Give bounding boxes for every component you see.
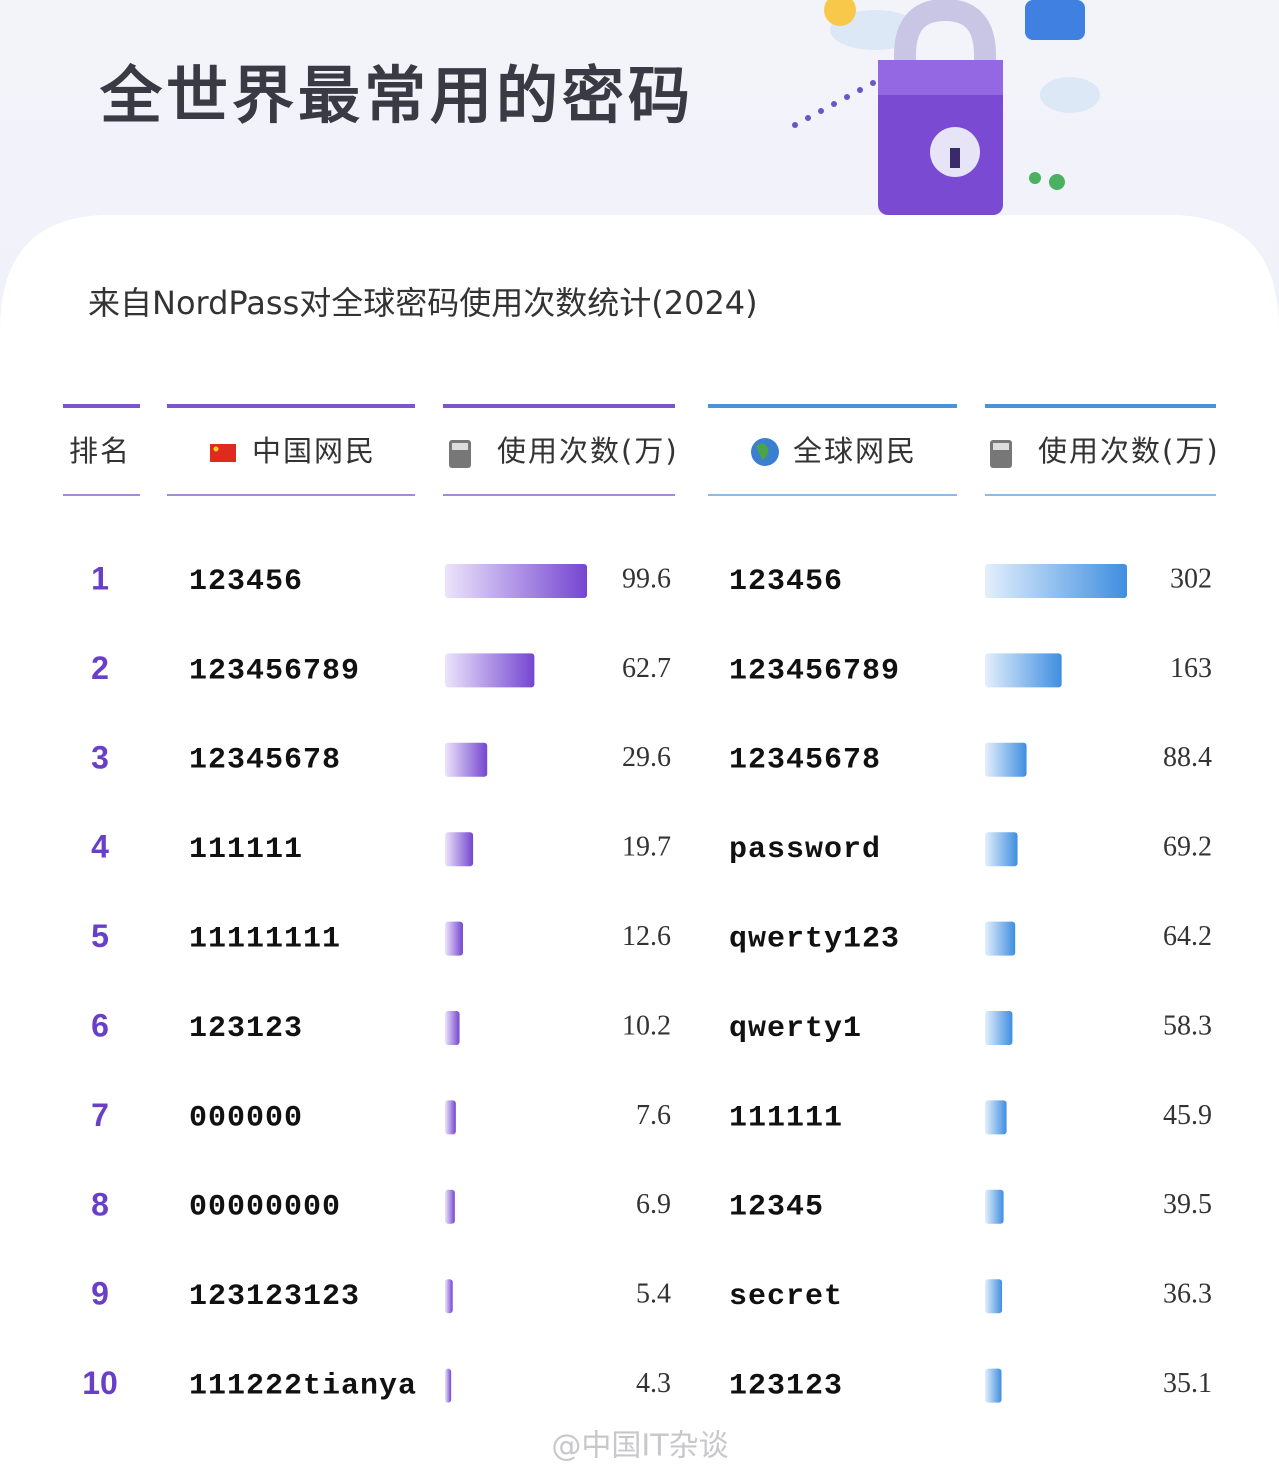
count: 45.9 <box>1163 1100 1212 1131</box>
count: 12.6 <box>622 921 671 952</box>
rank: 4 <box>91 829 109 865</box>
count: 39.5 <box>1163 1189 1212 1220</box>
password: secret <box>729 1280 843 1314</box>
bar <box>985 1368 1002 1403</box>
count: 62.7 <box>622 653 671 684</box>
count: 69.2 <box>1163 832 1212 863</box>
count: 7.6 <box>636 1100 671 1131</box>
count: 99.6 <box>622 563 671 594</box>
count: 29.6 <box>622 742 671 773</box>
count: 5.4 <box>636 1279 671 1310</box>
bar <box>445 1368 452 1403</box>
card <box>0 215 1279 1478</box>
password: password <box>729 833 881 867</box>
rank: 3 <box>91 739 109 775</box>
bar <box>445 653 535 688</box>
bar <box>445 832 474 867</box>
password: qwerty123 <box>729 923 900 957</box>
bar <box>445 1100 456 1135</box>
rank: 6 <box>91 1007 109 1043</box>
bar <box>985 1011 1013 1045</box>
password: 111111 <box>189 833 303 867</box>
column-header: 使用次数(万) <box>497 434 679 468</box>
title: 全世界最常用的密码 <box>99 59 694 132</box>
bar <box>445 921 463 956</box>
count: 10.2 <box>622 1010 671 1041</box>
password: 123123 <box>189 1012 303 1046</box>
rank: 1 <box>91 560 109 596</box>
header-lines <box>63 404 1216 496</box>
column-header: 中国网民 <box>252 434 376 468</box>
count: 58.3 <box>1163 1010 1212 1041</box>
column-header: 全球网民 <box>793 434 917 468</box>
rank: 10 <box>82 1365 118 1401</box>
bar <box>445 1189 455 1224</box>
subtitle: 来自NordPass对全球密码使用次数统计(2024) <box>88 284 758 322</box>
password: 111111 <box>729 1101 843 1135</box>
lock-illustration <box>792 0 1100 215</box>
password: 12345678 <box>729 744 881 778</box>
rank: 9 <box>91 1276 109 1312</box>
bar <box>985 653 1062 688</box>
count: 36.3 <box>1163 1279 1212 1310</box>
password: 123123 <box>729 1370 843 1404</box>
header-icons <box>210 438 1012 468</box>
password: 11111111 <box>189 923 341 957</box>
bar <box>985 1189 1004 1224</box>
column-header: 排名 <box>69 434 131 468</box>
password: 123456 <box>729 565 843 599</box>
count: 4.3 <box>636 1368 671 1399</box>
count: 35.1 <box>1163 1368 1212 1399</box>
password: 00000000 <box>189 1191 341 1225</box>
count: 302 <box>1170 563 1212 594</box>
count: 163 <box>1170 653 1212 684</box>
bar <box>985 564 1127 598</box>
column-header: 使用次数(万) <box>1038 434 1220 468</box>
password: qwerty1 <box>729 1012 862 1046</box>
bar <box>985 1100 1007 1135</box>
password: 123456789 <box>189 654 360 688</box>
count: 88.4 <box>1163 742 1212 773</box>
rank: 7 <box>91 1097 109 1133</box>
watermark: @中国IT杂谈 <box>551 1429 728 1464</box>
bar <box>985 742 1027 777</box>
count: 19.7 <box>622 832 671 863</box>
bar <box>985 921 1016 956</box>
password: 123456 <box>189 565 303 599</box>
bar <box>985 1279 1003 1314</box>
password: 123456789 <box>729 654 900 688</box>
password: 12345 <box>729 1191 824 1225</box>
password: 000000 <box>189 1101 303 1135</box>
password: 111222tianya <box>189 1370 417 1404</box>
password: 123123123 <box>189 1280 360 1314</box>
rank: 2 <box>91 650 109 686</box>
bar <box>445 742 488 777</box>
bar <box>445 564 587 598</box>
count: 6.9 <box>636 1189 671 1220</box>
bar <box>445 1279 453 1314</box>
rank: 5 <box>91 918 109 954</box>
count: 64.2 <box>1163 921 1212 952</box>
bar <box>445 1011 460 1045</box>
bar <box>985 832 1018 867</box>
password: 12345678 <box>189 744 341 778</box>
rank: 8 <box>91 1186 109 1222</box>
